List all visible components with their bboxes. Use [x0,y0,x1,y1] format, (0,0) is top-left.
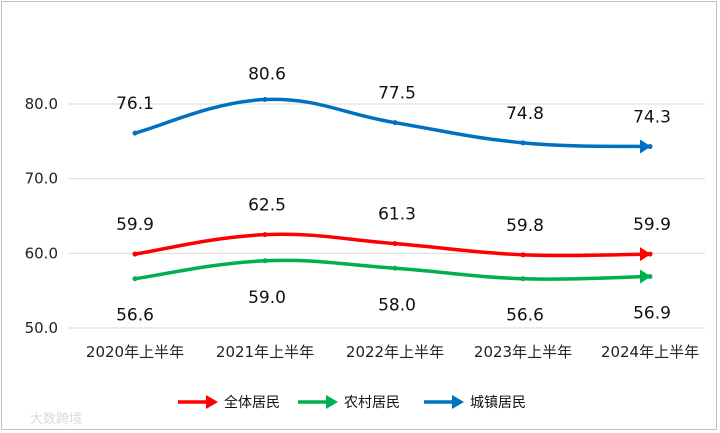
series-line [133,97,652,149]
y-tick-label: 80.0 [25,95,58,113]
data-label: 74.3 [633,108,671,128]
data-label: 56.9 [633,303,671,323]
legend-arrowhead [326,395,338,409]
data-label: 77.5 [378,84,416,104]
data-label: 74.8 [506,104,544,124]
x-tick-label: 2021年上半年 [216,343,314,361]
series-line [133,232,652,258]
data-point [262,97,268,103]
data-label: 58.0 [378,295,416,315]
data-label: 59.8 [506,216,544,236]
series-lines [132,97,653,284]
data-label: 62.5 [248,196,286,216]
data-label: 59.0 [248,288,286,308]
data-label: 80.6 [248,65,286,85]
data-labels: 59.9 62.5 61.3 59.8 59.9 56.6 59.0 58.0 56.6 56.9… [116,65,671,326]
legend-label: 全体居民 [224,394,280,411]
data-label: 76.1 [116,94,154,114]
data-point [520,276,526,282]
y-tick-label: 50.0 [25,319,58,337]
data-label: 59.9 [633,215,671,235]
data-label: 59.9 [116,215,154,235]
data-point [520,252,526,258]
data-point [392,120,398,126]
x-tick-label: 2022年上半年 [346,343,444,361]
data-label: 56.6 [506,306,544,326]
data-point [132,251,138,257]
x-tick-label: 2023年上半年 [474,343,572,361]
series-arrowhead [640,269,651,284]
watermark: 大数跨境 [30,412,82,427]
y-tick-label: 60.0 [25,244,58,262]
legend-label: 农村居民 [344,395,400,411]
data-point [520,140,526,146]
legend-arrowhead [206,395,218,409]
data-point [262,258,268,264]
legend-arrowhead [452,395,464,409]
data-point [262,232,268,238]
data-label: 61.3 [378,205,416,225]
x-tick-label: 2020年上半年 [86,343,184,361]
data-point [132,130,138,136]
data-point [392,241,398,247]
x-tick-label: 2024年上半年 [601,343,699,361]
x-axis: 2020年上半年 2021年上半年 2022年上半年 2023年上半年 2024年上半年 [86,343,699,361]
legend: 全体居民 农村居民 城镇居民 [178,394,526,411]
y-tick-label: 70.0 [25,170,58,188]
data-label: 56.6 [116,306,154,326]
grid-lines [68,103,705,329]
legend-label: 城镇居民 [470,395,526,411]
series-arrowhead [640,247,651,262]
y-axis: 50.0 60.0 70.0 80.0 [25,95,58,337]
series-line [133,258,652,281]
data-point [132,276,138,282]
series-arrowhead [640,139,651,154]
data-point [392,265,398,271]
